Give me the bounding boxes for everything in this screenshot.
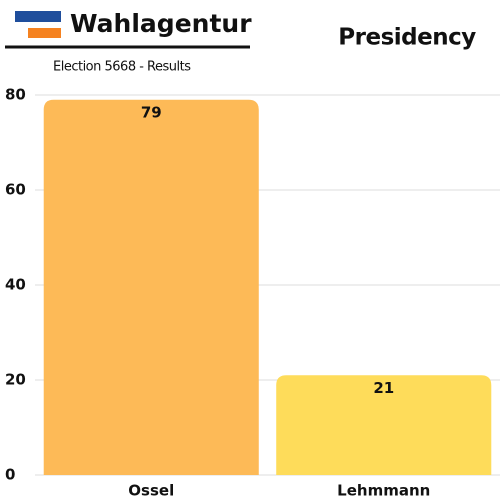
x-tick-label: Lehmmann (337, 482, 430, 500)
y-tick-label: 80 (5, 86, 26, 104)
brand: Wahlagentur (70, 9, 252, 38)
bar (276, 375, 492, 475)
data-label: 79 (141, 103, 162, 121)
y-tick-label: 60 (5, 181, 26, 199)
data-label: 21 (373, 379, 394, 397)
y-tick-label: 0 (5, 466, 15, 484)
y-tick-label: 20 (5, 371, 26, 389)
chart-subtitle: Election 5668 - Results (53, 60, 191, 75)
x-tick-label: Ossel (128, 482, 174, 500)
logo-stripe (28, 28, 61, 38)
bar (43, 99, 259, 475)
chart-title: Presidency (338, 25, 476, 51)
logo-stripe (15, 11, 61, 22)
y-tick-label: 40 (5, 276, 26, 294)
